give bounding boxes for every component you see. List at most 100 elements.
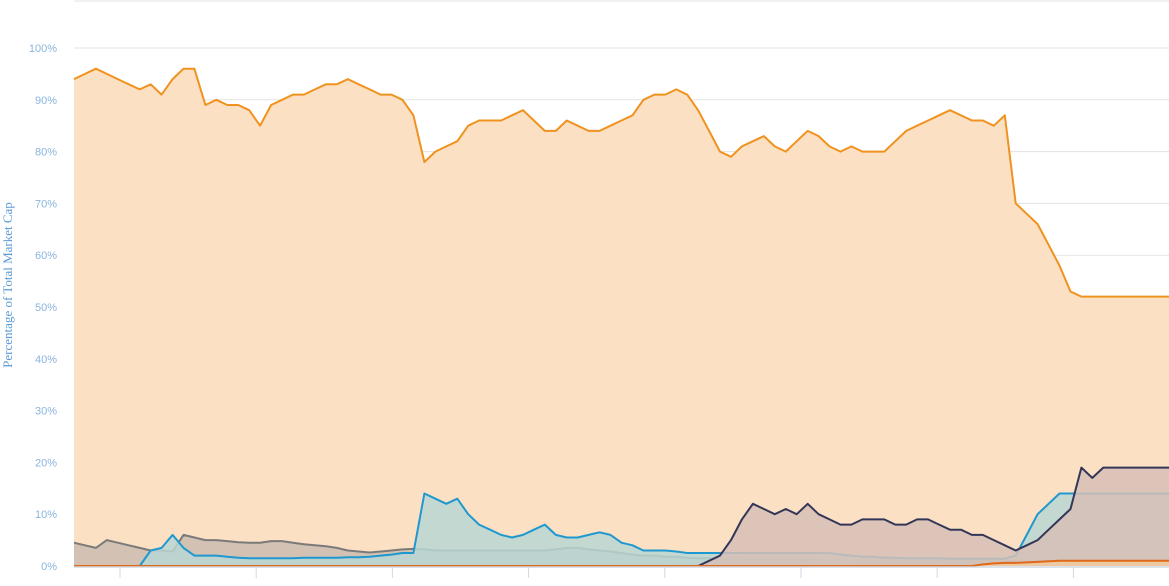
data-point [960,529,962,531]
data-point [95,68,97,70]
data-point [840,151,842,153]
data-point [216,99,218,101]
y-tick-label: 30% [35,406,57,418]
data-point [577,125,579,127]
data-point [1059,519,1061,521]
data-point [172,534,174,536]
data-point [610,125,612,127]
data-point [1026,534,1028,536]
data-point [139,547,141,549]
data-point [1157,296,1159,298]
data-point [259,125,261,127]
data-point [533,120,535,122]
data-point [139,89,141,91]
data-point [194,68,196,70]
data-point [1124,560,1126,562]
data-point [457,498,459,500]
data-point [1026,213,1028,215]
data-point [194,555,196,557]
data-point [380,555,382,557]
data-point [511,115,513,117]
data-point [183,68,185,70]
data-point [292,94,294,96]
data-point [1103,560,1105,562]
data-point [402,552,404,554]
data-point [873,151,875,153]
data-point [117,78,119,80]
data-point [183,547,185,549]
data-point [588,534,590,536]
data-point [1081,467,1083,469]
data-point [259,542,261,544]
data-point [840,524,842,526]
data-point [281,540,283,542]
data-point [807,503,809,505]
data-point [380,551,382,553]
data-point [829,146,831,148]
data-point [577,537,579,539]
data-point [785,151,787,153]
data-point [1103,467,1105,469]
data-point [1015,562,1017,564]
data-point [588,130,590,132]
data-point [511,537,513,539]
data-point [281,557,283,559]
data-point [1059,493,1061,495]
data-point [522,109,524,111]
data-point [1037,223,1039,225]
data-point [435,498,437,500]
data-point [752,503,754,505]
data-point [599,130,601,132]
data-point [1070,493,1072,495]
y-tick-label: 10% [35,509,57,521]
data-point [862,151,864,153]
data-point [446,146,448,148]
data-point [763,508,765,510]
data-point [566,537,568,539]
data-point [1135,560,1137,562]
data-point [1103,296,1105,298]
data-point [1037,539,1039,541]
data-point [566,120,568,122]
data-point [730,539,732,541]
data-point [982,564,984,566]
data-point [73,542,75,544]
data-point [303,94,305,96]
data-point [391,554,393,556]
data-point [1135,296,1137,298]
data-point [741,519,743,521]
data-point [194,537,196,539]
data-point [971,120,973,122]
data-point [478,524,480,526]
data-point [555,534,557,536]
data-point [686,94,688,96]
data-point [238,104,240,106]
data-point [905,130,907,132]
data-point [467,513,469,515]
data-point [927,519,929,521]
data-point [369,552,371,554]
data-point [467,125,469,127]
data-point [413,115,415,117]
data-point [730,156,732,158]
data-point [708,130,710,132]
data-point [708,552,710,554]
data-point [402,549,404,551]
data-point [643,550,645,552]
data-point [227,104,229,106]
data-point [993,563,995,565]
data-point [336,84,338,86]
data-point [347,556,349,558]
data-point [1070,291,1072,293]
data-point [435,151,437,153]
data-point [665,550,667,552]
data-point [95,547,97,549]
data-point [1114,560,1116,562]
data-point [741,146,743,148]
data-point [183,534,185,536]
data-point [314,557,316,559]
data-point [763,135,765,137]
data-point [489,120,491,122]
data-point [303,543,305,545]
